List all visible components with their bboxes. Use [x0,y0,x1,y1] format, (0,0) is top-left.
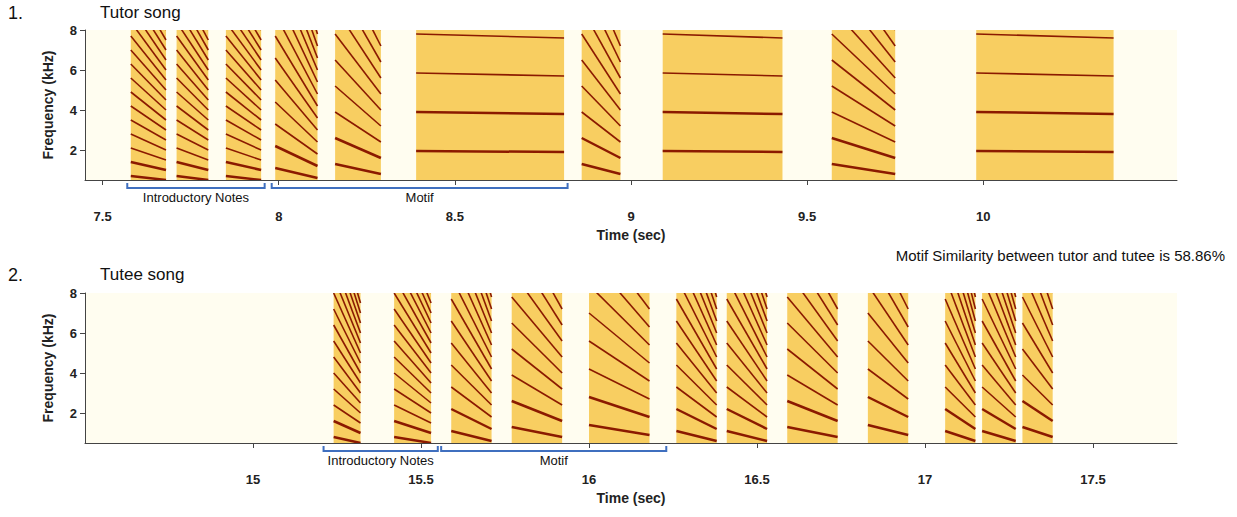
svg-text:Introductory Notes: Introductory Notes [328,453,435,468]
svg-text:Frequency (kHz): Frequency (kHz) [40,314,56,423]
svg-text:15.5: 15.5 [408,472,433,487]
svg-text:16.5: 16.5 [744,472,769,487]
svg-text:16: 16 [582,472,596,487]
svg-text:2: 2 [70,406,77,421]
svg-text:4: 4 [70,366,78,381]
svg-text:Motif Similarity between tutor: Motif Similarity between tutor and tutee… [896,247,1225,264]
svg-text:9.5: 9.5 [798,209,816,224]
svg-text:Tutee song: Tutee song [100,265,184,284]
svg-text:9: 9 [627,209,634,224]
svg-text:Frequency (kHz): Frequency (kHz) [40,51,56,160]
svg-text:4: 4 [70,103,78,118]
svg-text:8: 8 [275,209,282,224]
svg-text:2: 2 [70,143,77,158]
svg-text:8: 8 [70,286,77,301]
svg-text:7.5: 7.5 [94,209,112,224]
svg-text:Introductory Notes: Introductory Notes [143,190,250,205]
svg-text:8.5: 8.5 [446,209,464,224]
svg-text:Motif: Motif [540,453,569,468]
svg-text:Time (sec): Time (sec) [597,227,666,243]
svg-text:1.: 1. [8,3,23,23]
svg-text:10: 10 [976,209,990,224]
svg-text:Time (sec): Time (sec) [597,490,666,506]
svg-text:Motif: Motif [406,190,435,205]
svg-text:15: 15 [246,472,260,487]
svg-text:8: 8 [70,23,77,38]
svg-text:17.5: 17.5 [1080,472,1105,487]
svg-text:17: 17 [918,472,932,487]
svg-text:6: 6 [70,326,77,341]
svg-text:Tutor song: Tutor song [100,3,181,22]
svg-text:2.: 2. [8,265,23,285]
svg-text:6: 6 [70,63,77,78]
